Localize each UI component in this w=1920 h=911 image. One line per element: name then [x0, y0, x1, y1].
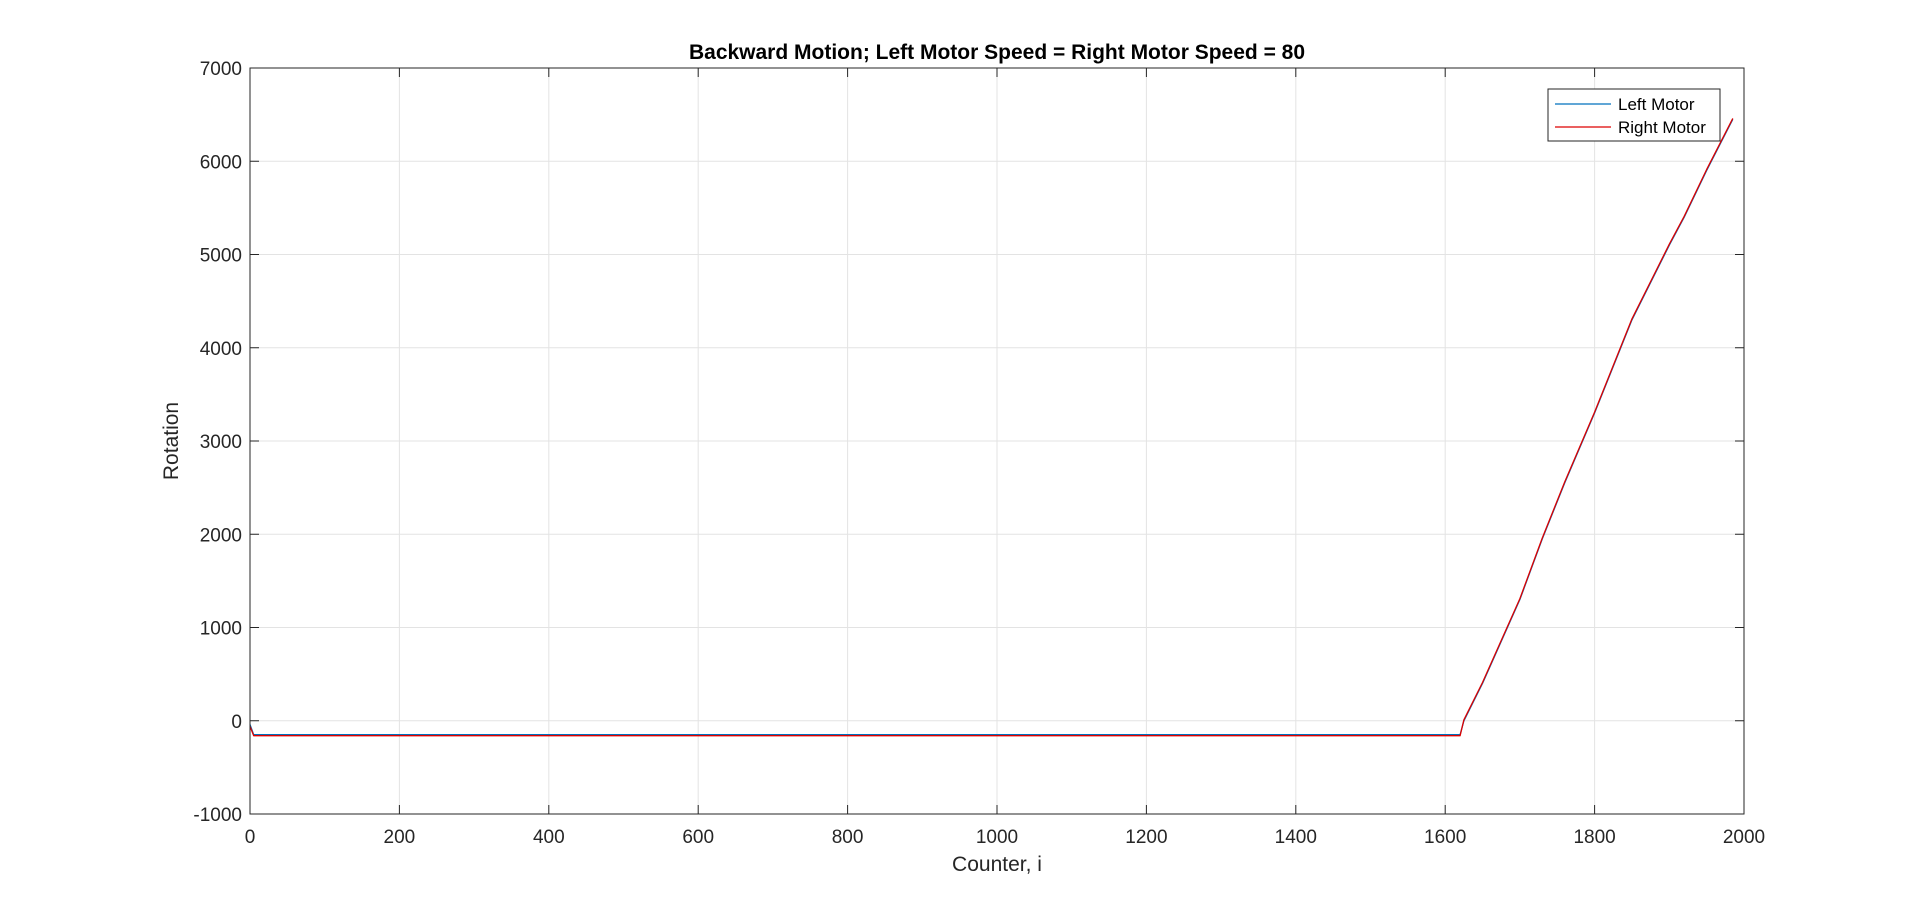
- x-axis-title: Counter, i: [952, 853, 1042, 876]
- y-tick-label: 2000: [200, 525, 242, 546]
- x-tick-label: 400: [533, 827, 565, 848]
- y-tick-label: 3000: [200, 432, 242, 453]
- legend-label-left-motor: Left Motor: [1618, 95, 1695, 114]
- series-line-right-motor: [249, 118, 1734, 737]
- tick-labels: 0 200 400 600 800 1000 1200 1400 1600 1800 2000 -10…: [193, 59, 1765, 848]
- chart-title: Backward Motion; Left Motor Speed = Righ…: [689, 41, 1305, 64]
- legend: Left Motor Right Motor: [1547, 88, 1721, 142]
- x-tick-label: 1600: [1424, 827, 1466, 848]
- x-tick-label: 200: [384, 827, 416, 848]
- y-tick-label: 1000: [200, 619, 242, 640]
- plot-lines: [249, 118, 1734, 737]
- y-tick-label: 7000: [200, 59, 242, 80]
- legend-box: [1547, 88, 1721, 142]
- x-tick-label: 1400: [1275, 827, 1317, 848]
- y-tick-label: 0: [231, 712, 242, 733]
- y-tick-label: 4000: [200, 339, 242, 360]
- y-tick-label: 5000: [200, 246, 242, 267]
- x-tick-label: 1000: [976, 827, 1018, 848]
- x-tick-label: 0: [245, 827, 256, 848]
- y-tick-label: -1000: [193, 805, 242, 826]
- x-tick-label: 800: [832, 827, 864, 848]
- x-tick-label: 2000: [1723, 827, 1765, 848]
- x-tick-label: 600: [682, 827, 714, 848]
- x-tick-label: 1800: [1573, 827, 1615, 848]
- y-tick-label: 6000: [200, 152, 242, 173]
- legend-label-right-motor: Right Motor: [1618, 118, 1706, 137]
- tick-marks: [249, 67, 1745, 815]
- y-axis-title: Rotation: [160, 402, 183, 480]
- x-tick-label: 1200: [1125, 827, 1167, 848]
